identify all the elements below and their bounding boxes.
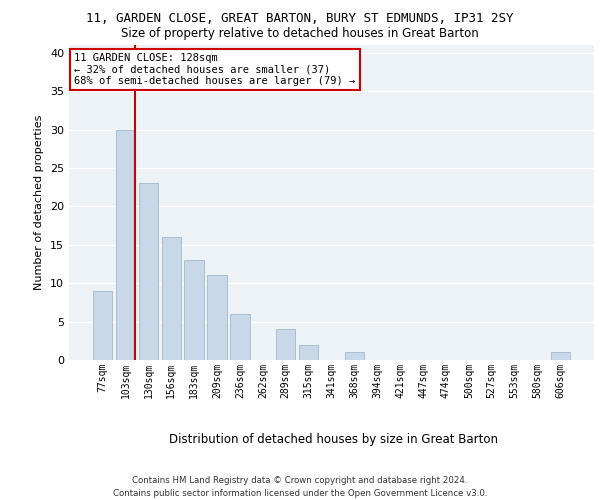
Text: 11 GARDEN CLOSE: 128sqm
← 32% of detached houses are smaller (37)
68% of semi-de: 11 GARDEN CLOSE: 128sqm ← 32% of detache…: [74, 53, 355, 86]
Bar: [184, 260, 204, 360]
Text: Contains HM Land Registry data © Crown copyright and database right 2024.
Contai: Contains HM Land Registry data © Crown c…: [113, 476, 487, 498]
Bar: [551, 352, 570, 360]
Bar: [344, 352, 364, 360]
Text: Size of property relative to detached houses in Great Barton: Size of property relative to detached ho…: [121, 28, 479, 40]
Bar: [139, 184, 158, 360]
Bar: [299, 344, 319, 360]
Bar: [161, 237, 181, 360]
Y-axis label: Number of detached properties: Number of detached properties: [34, 115, 44, 290]
Bar: [208, 276, 227, 360]
Bar: [230, 314, 250, 360]
Bar: [93, 291, 112, 360]
Text: Distribution of detached houses by size in Great Barton: Distribution of detached houses by size …: [169, 432, 497, 446]
Text: 11, GARDEN CLOSE, GREAT BARTON, BURY ST EDMUNDS, IP31 2SY: 11, GARDEN CLOSE, GREAT BARTON, BURY ST …: [86, 12, 514, 26]
Bar: [116, 130, 135, 360]
Bar: [276, 330, 295, 360]
